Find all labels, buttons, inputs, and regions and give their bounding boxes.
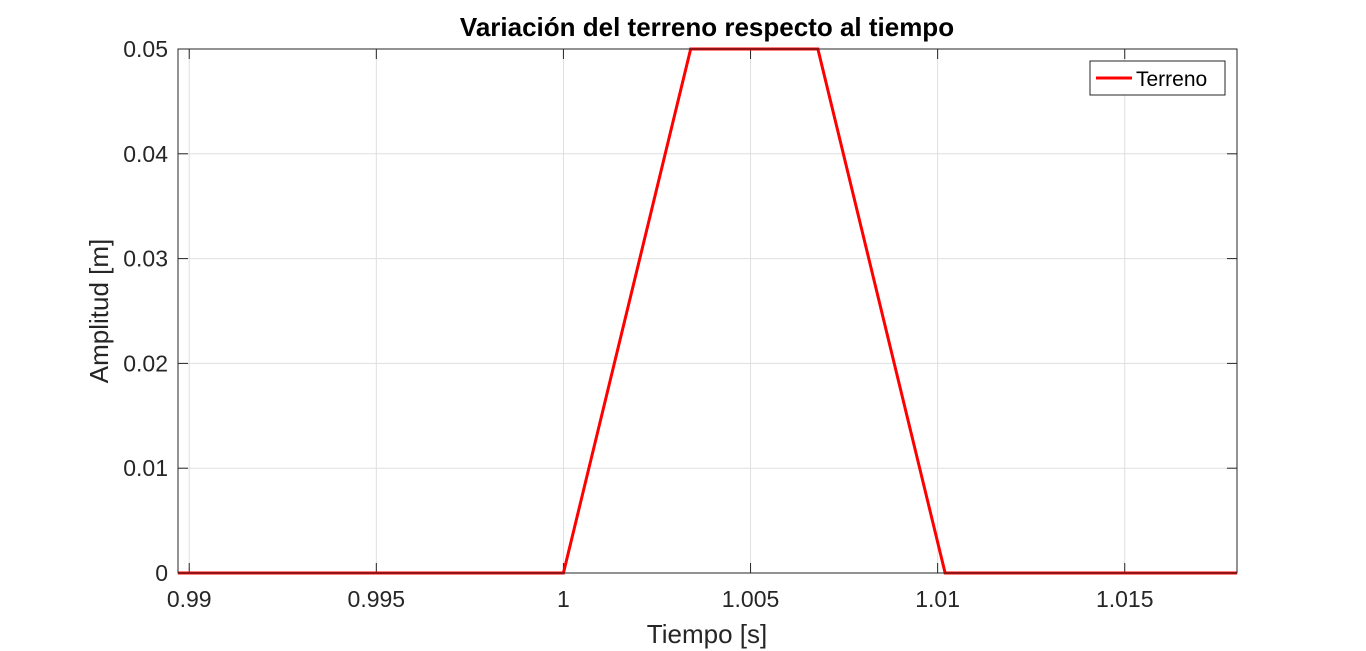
x-tick-label: 1 — [557, 586, 570, 612]
y-tick-labels: 0 0.01 0.02 0.03 0.04 0.05 — [123, 36, 168, 586]
x-tick-label: 0.995 — [348, 586, 406, 612]
chart-title: Variación del terreno respecto al tiempo — [460, 12, 954, 42]
x-tick-labels: 0.99 0.995 1 1.005 1.01 1.015 — [167, 586, 1154, 612]
x-tick-label: 0.99 — [167, 586, 212, 612]
plot-area — [178, 49, 1237, 573]
y-tick-label: 0 — [155, 560, 168, 586]
y-tick-label: 0.02 — [123, 350, 168, 376]
x-tick-label: 1.01 — [915, 586, 960, 612]
axes-box — [177, 48, 1238, 574]
x-axis-label: Tiempo [s] — [647, 619, 767, 649]
legend: Terreno — [1089, 60, 1226, 96]
y-axis-label: Amplitud [m] — [84, 239, 114, 384]
legend-entry-terreno: Terreno — [1136, 68, 1207, 91]
x-tick-label: 1.015 — [1096, 586, 1154, 612]
y-tick-label: 0.04 — [123, 141, 168, 167]
y-tick-label: 0.05 — [123, 36, 168, 62]
y-tick-label: 0.01 — [123, 455, 168, 481]
y-tick-label: 0.03 — [123, 246, 168, 272]
x-tick-label: 1.005 — [722, 586, 780, 612]
